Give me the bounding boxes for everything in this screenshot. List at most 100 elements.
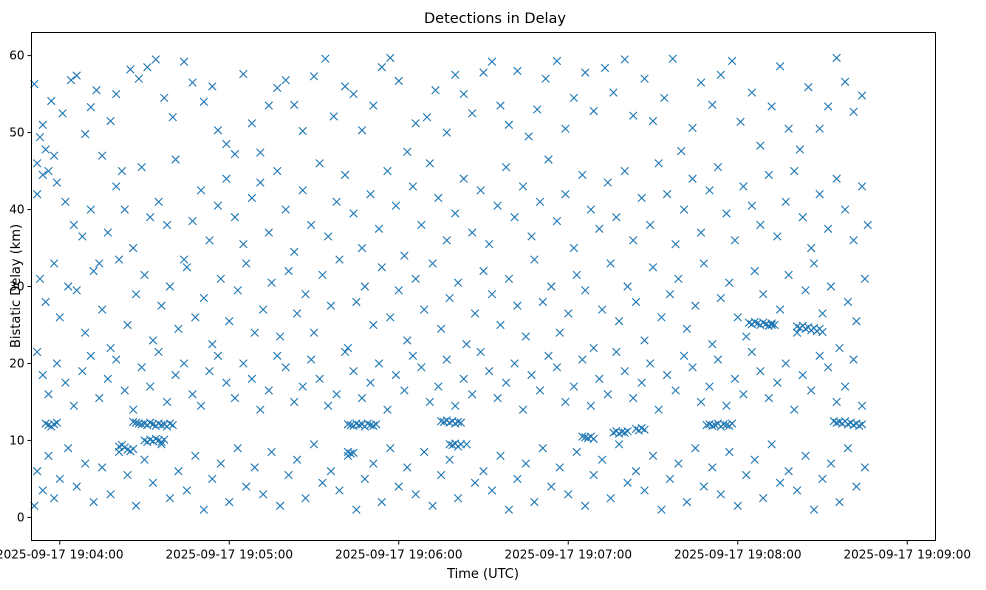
data-point — [589, 470, 598, 480]
data-point — [148, 478, 158, 487]
data-point — [239, 239, 248, 249]
data-point — [89, 497, 98, 507]
data-point — [699, 482, 709, 491]
data-point — [832, 53, 841, 63]
y-tick-label: 60 — [9, 49, 24, 63]
data-point — [213, 351, 223, 360]
data-point — [306, 220, 316, 230]
data-point — [781, 197, 790, 207]
data-point — [840, 77, 850, 86]
data-point — [569, 243, 579, 253]
data-point — [564, 490, 573, 499]
data-point — [561, 189, 570, 199]
data-point — [843, 443, 853, 453]
data-point — [637, 378, 646, 387]
data-point — [518, 405, 528, 414]
data-point — [801, 286, 810, 295]
data-point — [589, 106, 598, 116]
data-point — [250, 328, 259, 337]
data-point — [668, 54, 677, 63]
data-point — [275, 501, 285, 511]
data-point — [510, 359, 519, 368]
data-point — [857, 420, 867, 429]
data-point — [103, 228, 112, 237]
data-point — [403, 463, 412, 472]
y-axis-ticks: 0 10 20 30 40 50 60 — [9, 49, 32, 524]
data-point — [49, 493, 59, 503]
data-point — [41, 145, 50, 154]
data-point — [157, 301, 166, 310]
data-point — [501, 378, 511, 387]
data-point — [69, 220, 79, 230]
data-point — [623, 427, 632, 436]
data-point — [179, 359, 189, 368]
data-point — [120, 386, 129, 395]
data-point — [459, 89, 468, 99]
data-point — [326, 301, 336, 310]
data-point — [417, 220, 426, 230]
x-tick-label: 2025-09-17 19:08:00 — [674, 548, 801, 562]
data-point — [818, 327, 827, 337]
data-point — [174, 324, 183, 334]
data-point — [451, 70, 460, 80]
data-point — [80, 459, 90, 468]
data-point — [547, 482, 556, 491]
data-point — [476, 186, 485, 195]
data-point — [852, 482, 861, 491]
data-point — [377, 62, 386, 72]
data-point — [428, 501, 437, 511]
x-tick-label: 2025-09-17 19:06:00 — [335, 548, 462, 562]
data-point — [222, 174, 231, 183]
data-point — [112, 355, 121, 364]
data-point — [256, 405, 265, 414]
data-point — [541, 74, 550, 83]
data-point — [318, 270, 327, 280]
data-point — [225, 497, 234, 507]
data-point — [188, 390, 197, 399]
data-point — [640, 425, 649, 434]
data-point — [725, 278, 734, 287]
data-point — [468, 109, 477, 118]
data-point — [722, 401, 731, 410]
data-point — [815, 189, 824, 199]
data-point — [301, 290, 310, 299]
data-point — [674, 274, 683, 283]
data-point — [832, 397, 841, 407]
data-point — [408, 351, 418, 360]
data-point — [648, 451, 658, 461]
data-point — [78, 366, 87, 376]
x-tick-label: 2025-09-17 19:07:00 — [505, 548, 632, 562]
data-point — [688, 123, 697, 133]
data-point — [538, 443, 548, 453]
data-point — [400, 251, 409, 260]
data-point — [708, 463, 717, 472]
data-point — [436, 324, 446, 334]
data-point — [326, 467, 336, 476]
data-point — [470, 309, 480, 318]
y-tick-label: 10 — [9, 433, 24, 447]
x-tick-label: 2025-09-17 19:05:00 — [166, 548, 293, 562]
data-point — [179, 255, 189, 264]
data-point — [89, 266, 98, 276]
data-point — [479, 467, 488, 476]
data-point — [544, 351, 553, 360]
data-point — [165, 282, 175, 291]
data-point — [804, 82, 813, 92]
data-point — [208, 474, 217, 484]
data-point — [504, 120, 514, 130]
data-point — [315, 159, 324, 168]
data-point — [346, 420, 355, 430]
data-point — [106, 116, 115, 126]
data-point — [597, 455, 607, 464]
data-point — [524, 132, 533, 141]
data-point — [97, 463, 107, 472]
data-point — [247, 374, 257, 384]
data-point — [770, 320, 779, 330]
data-point — [756, 141, 765, 150]
data-point — [840, 382, 850, 391]
data-point — [552, 56, 562, 66]
data-point — [742, 332, 751, 341]
data-point — [436, 470, 446, 480]
data-point — [451, 209, 460, 218]
